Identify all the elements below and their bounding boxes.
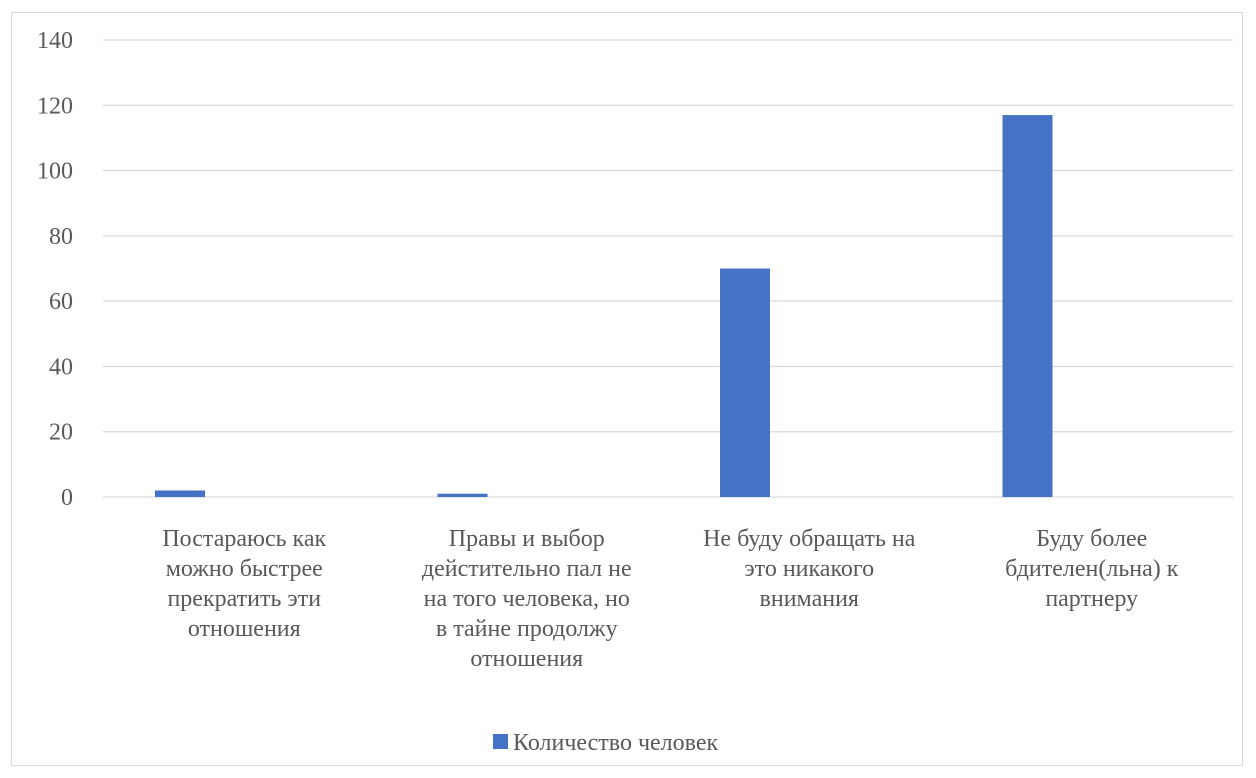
category-label: Постараюсь как можно быстрее прекратить эт… (162, 526, 326, 642)
bars (155, 115, 1053, 497)
y-axis-ticks: 0 20 40 60 80 100 120 140 (37, 28, 73, 511)
x-axis-labels: Постараюсь как можно быстрее прекратить эт… (162, 526, 1178, 672)
bar-2 (437, 493, 488, 497)
bar-3 (720, 268, 770, 497)
y-tick-label: 100 (37, 159, 73, 185)
bar-1 (155, 490, 205, 497)
y-tick-label: 60 (49, 289, 73, 315)
legend: Количество человек (493, 730, 718, 756)
legend-swatch (493, 734, 508, 749)
y-tick-label: 120 (37, 93, 73, 119)
category-label: Буду более бдителен(льна) к партнеру (1005, 526, 1179, 612)
category-label: Не буду обращать на это никакого внимания (703, 526, 916, 612)
legend-label: Количество человек (513, 730, 718, 756)
y-tick-label: 80 (49, 224, 73, 250)
y-tick-label: 0 (61, 485, 73, 511)
category-label: Правы и выбор дейстительно пал не на того … (422, 526, 632, 672)
y-tick-label: 40 (49, 354, 73, 380)
bar-4 (1002, 115, 1053, 497)
y-tick-label: 20 (49, 420, 73, 446)
y-tick-label: 140 (37, 28, 73, 54)
gridlines (103, 39, 1233, 498)
